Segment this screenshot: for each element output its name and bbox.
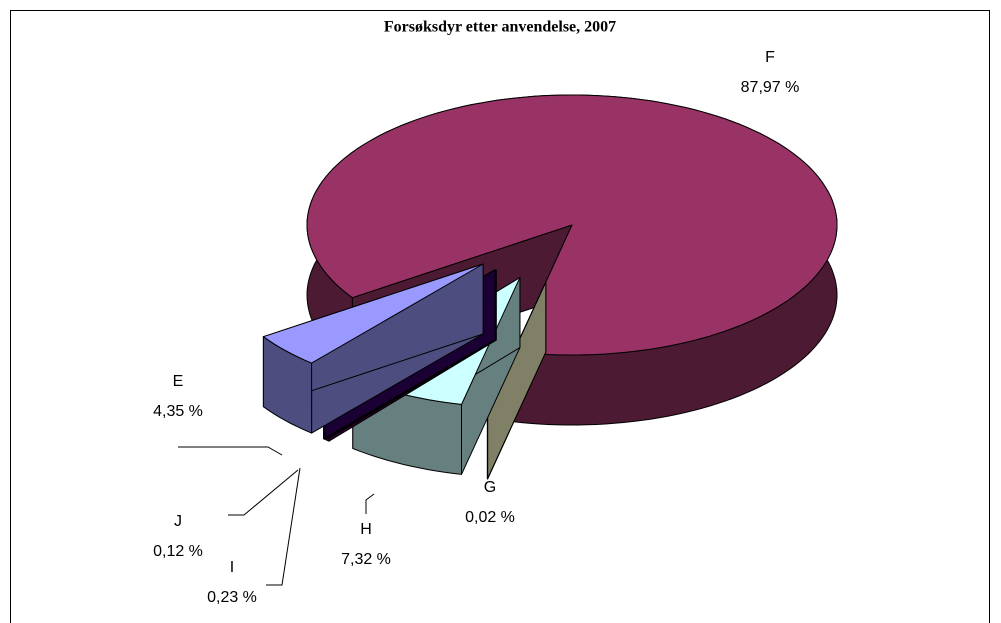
chart-title: Forsøksdyr etter anvendelse, 2007 — [384, 19, 616, 36]
slice-top — [262, 263, 484, 364]
pie-slice — [262, 263, 484, 434]
slice-label: I — [230, 559, 234, 576]
slice-label: H — [360, 521, 372, 538]
value-label: 4,35 % — [153, 403, 203, 420]
value-label: 0,02 % — [465, 509, 515, 526]
slice-label: E — [173, 373, 184, 390]
leader-line — [365, 493, 375, 514]
slice-label: G — [484, 479, 496, 496]
leader-line — [228, 469, 299, 516]
value-label: 0,23 % — [207, 589, 257, 606]
slice-label: J — [174, 513, 182, 530]
slice-label: F — [765, 49, 775, 66]
leader-line — [178, 446, 283, 456]
value-label: 7,32 % — [341, 551, 391, 568]
value-label: 87,97 % — [741, 79, 800, 96]
slice-top — [306, 94, 838, 356]
leader-line — [266, 467, 301, 586]
value-label: 0,12 % — [153, 543, 203, 560]
